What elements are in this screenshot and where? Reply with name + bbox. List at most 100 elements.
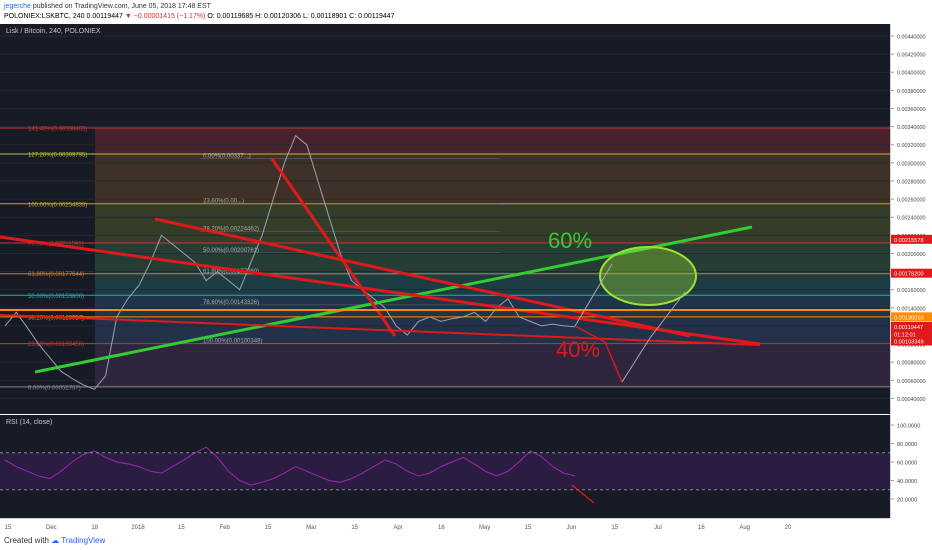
tradingview-brand-link[interactable]: TradingView [61, 536, 106, 545]
time-tick-label: Jul [654, 525, 662, 531]
chart-title: Lisk / Bitcoin, 240, POLONIEX [6, 28, 101, 35]
time-tick-label: May [479, 525, 490, 531]
time-tick-label: 20 [785, 525, 792, 531]
price-tick-label: 0.00140000 [897, 306, 925, 312]
fib-level-label: 100.00%(0.00254833) [28, 202, 87, 208]
rsi-pane[interactable]: RSI (14, close) [0, 415, 890, 518]
support-line [0, 314, 761, 346]
fib2-level-label: 50.00%(0.00200761) [203, 248, 259, 254]
price-series-line [4, 134, 576, 390]
time-tick-label: 2018 [131, 525, 145, 531]
price-axis-svg: 0.00440000 0.00420000 0.00400000 0.00380000… [891, 35, 932, 421]
price-label-bg [891, 268, 932, 278]
price-tick-label: 0.00280000 [897, 179, 925, 185]
price-tick-label: 0.00060000 [897, 379, 925, 385]
price-tick-label: 0.00260000 [897, 198, 925, 204]
time-tick-label: 18 [91, 525, 98, 531]
steep-resistance-line [270, 158, 397, 337]
fib2-level-label: 0.00%(0.00337...) [203, 153, 251, 159]
created-with-label: Created with [4, 536, 49, 545]
fib2-level-label: 100.00%(0.00100349) [203, 339, 262, 345]
fib2-level-label: 38.20%(0.00224462) [203, 226, 259, 232]
fib-level-label: 38.20%(0.00129957) [28, 315, 84, 321]
price-label: 0.00130010 [894, 315, 924, 321]
rsi-tick-label: 60.0000 [897, 461, 917, 467]
price-label-bg [891, 321, 932, 331]
time-tick-label: 16 [438, 525, 445, 531]
fib-level-label: 50.00%(0.00153800) [28, 294, 84, 300]
price-label: 0.00178200 [894, 272, 924, 278]
rsi-series-line [4, 446, 576, 486]
price-tick-label: 0.00400000 [897, 71, 925, 77]
time-tick-label: 16 [698, 525, 705, 531]
time-tick-label: Dec [46, 525, 57, 531]
rsi-down-arrow [571, 484, 595, 504]
tradingview-logo-icon: ☁ [51, 536, 60, 545]
time-axis[interactable]: 15 Dec 18 2018 15 Feb 15 Mar 15 Apr 16 May 15 Jun 15 Ju… [0, 518, 890, 531]
price-tick-label: 0.00100000 [897, 343, 925, 349]
fib-level-label: 141.40%(0.00338463) [28, 126, 87, 132]
price-tick-label: 0.00040000 [897, 397, 925, 403]
time-tick-label: Aug [739, 525, 750, 531]
price-tick-label: 0.00420000 [897, 53, 925, 59]
chart-header: jegerche published on TradingView.com, J… [0, 0, 932, 24]
rsi-tick-label: 100.0000 [897, 424, 920, 430]
price-tick-label: 0.00160000 [897, 288, 925, 294]
rsi-tick-label: 20.0000 [897, 498, 917, 504]
author-link[interactable]: jegerche [4, 3, 31, 10]
target-ellipse [599, 246, 697, 306]
rsi-band [0, 452, 890, 490]
ticker-ohlc: O: 0.00119685 H: 0.00120306 L: 0.0011890… [207, 13, 395, 20]
time-tick-label: Mar [306, 525, 316, 531]
time-tick-label: 15 [5, 525, 12, 531]
fib-level-label: 127.20%(0.00309795) [28, 152, 87, 158]
price-label: 0.00103349 [894, 340, 924, 346]
publish-info: published on TradingView.com, June 05, 2… [32, 3, 211, 10]
time-axis-svg: 15 Dec 18 2018 15 Feb 15 Mar 15 Apr 16 May 15 Jun 15 Ju… [5, 525, 792, 531]
price-label-bg [891, 312, 932, 322]
projection-rebound-arrow [621, 291, 686, 383]
ticker-change: ▼ −0.00001415 (−1.17%) [124, 13, 206, 20]
price-tick-label: 0.00200000 [897, 252, 925, 258]
price-label: 0.00119447 [894, 325, 923, 331]
fib-level-label: 23.60%(0.00100450) [28, 342, 84, 348]
time-tick-label: 15 [265, 525, 272, 531]
time-tick-label: 15 [525, 525, 532, 531]
downtrend-line [0, 235, 761, 346]
fib2-level-label: 78.60%(0.00143326) [203, 300, 259, 306]
fib2-level-label: 23.60%(0.00...) [203, 199, 244, 205]
fib-band [95, 203, 890, 243]
rsi-axis[interactable]: 100.0000 80.0000 60.0000 40.0000 20.0000 [890, 415, 932, 518]
time-tick-label: 15 [611, 525, 618, 531]
price-tick-label: 0.00340000 [897, 125, 925, 131]
projection-up-arrow [574, 263, 613, 327]
time-tick-label: 15 [351, 525, 358, 531]
price-axis[interactable]: 0.00440000 0.00420000 0.00400000 0.00380000… [890, 24, 932, 421]
ticker-symbol-price: POLONIEX:LSKBTC, 240 0.00119447 [4, 13, 123, 20]
price-tick-label: 0.00440000 [897, 35, 925, 41]
time-tick-label: Jun [566, 525, 576, 531]
time-tick-label: Feb [219, 525, 230, 531]
price-label-bg [891, 234, 932, 244]
fib-band [95, 316, 890, 344]
fib-level-label: 61.80%(0.00177644) [28, 272, 84, 278]
price-tick-label: 0.00080000 [897, 361, 925, 367]
fib-band [95, 127, 890, 154]
rsi-axis-svg: 100.0000 80.0000 60.0000 40.0000 20.0000 [891, 424, 920, 504]
price-chart-svg: 141.40%(0.00338463) 127.20%(0.00309795) 10… [0, 35, 890, 399]
fib-band [95, 343, 890, 387]
price-tick-label: 0.00300000 [897, 161, 925, 167]
rsi-tick-label: 80.0000 [897, 442, 917, 448]
price-tick-label: 0.00240000 [897, 216, 925, 222]
price-tick-label: 0.00380000 [897, 89, 925, 95]
price-pane[interactable]: 141.40%(0.00338463) 127.20%(0.00309795) 10… [0, 24, 890, 414]
annotation-60pct: 60% [548, 228, 592, 253]
annotation-40pct: 40% [556, 337, 600, 362]
price-tick-label: 0.00360000 [897, 107, 925, 113]
price-label-bg [891, 336, 932, 346]
footer: Created with ☁ TradingView [0, 531, 932, 550]
ticker-line: POLONIEX:LSKBTC, 240 0.00119447 ▼ −0.000… [4, 12, 395, 21]
time-tick-label: Apr [393, 525, 402, 531]
projection-down-arrow [574, 325, 623, 383]
fib2-level-label: 61.80%(0.00177060) [203, 269, 259, 275]
